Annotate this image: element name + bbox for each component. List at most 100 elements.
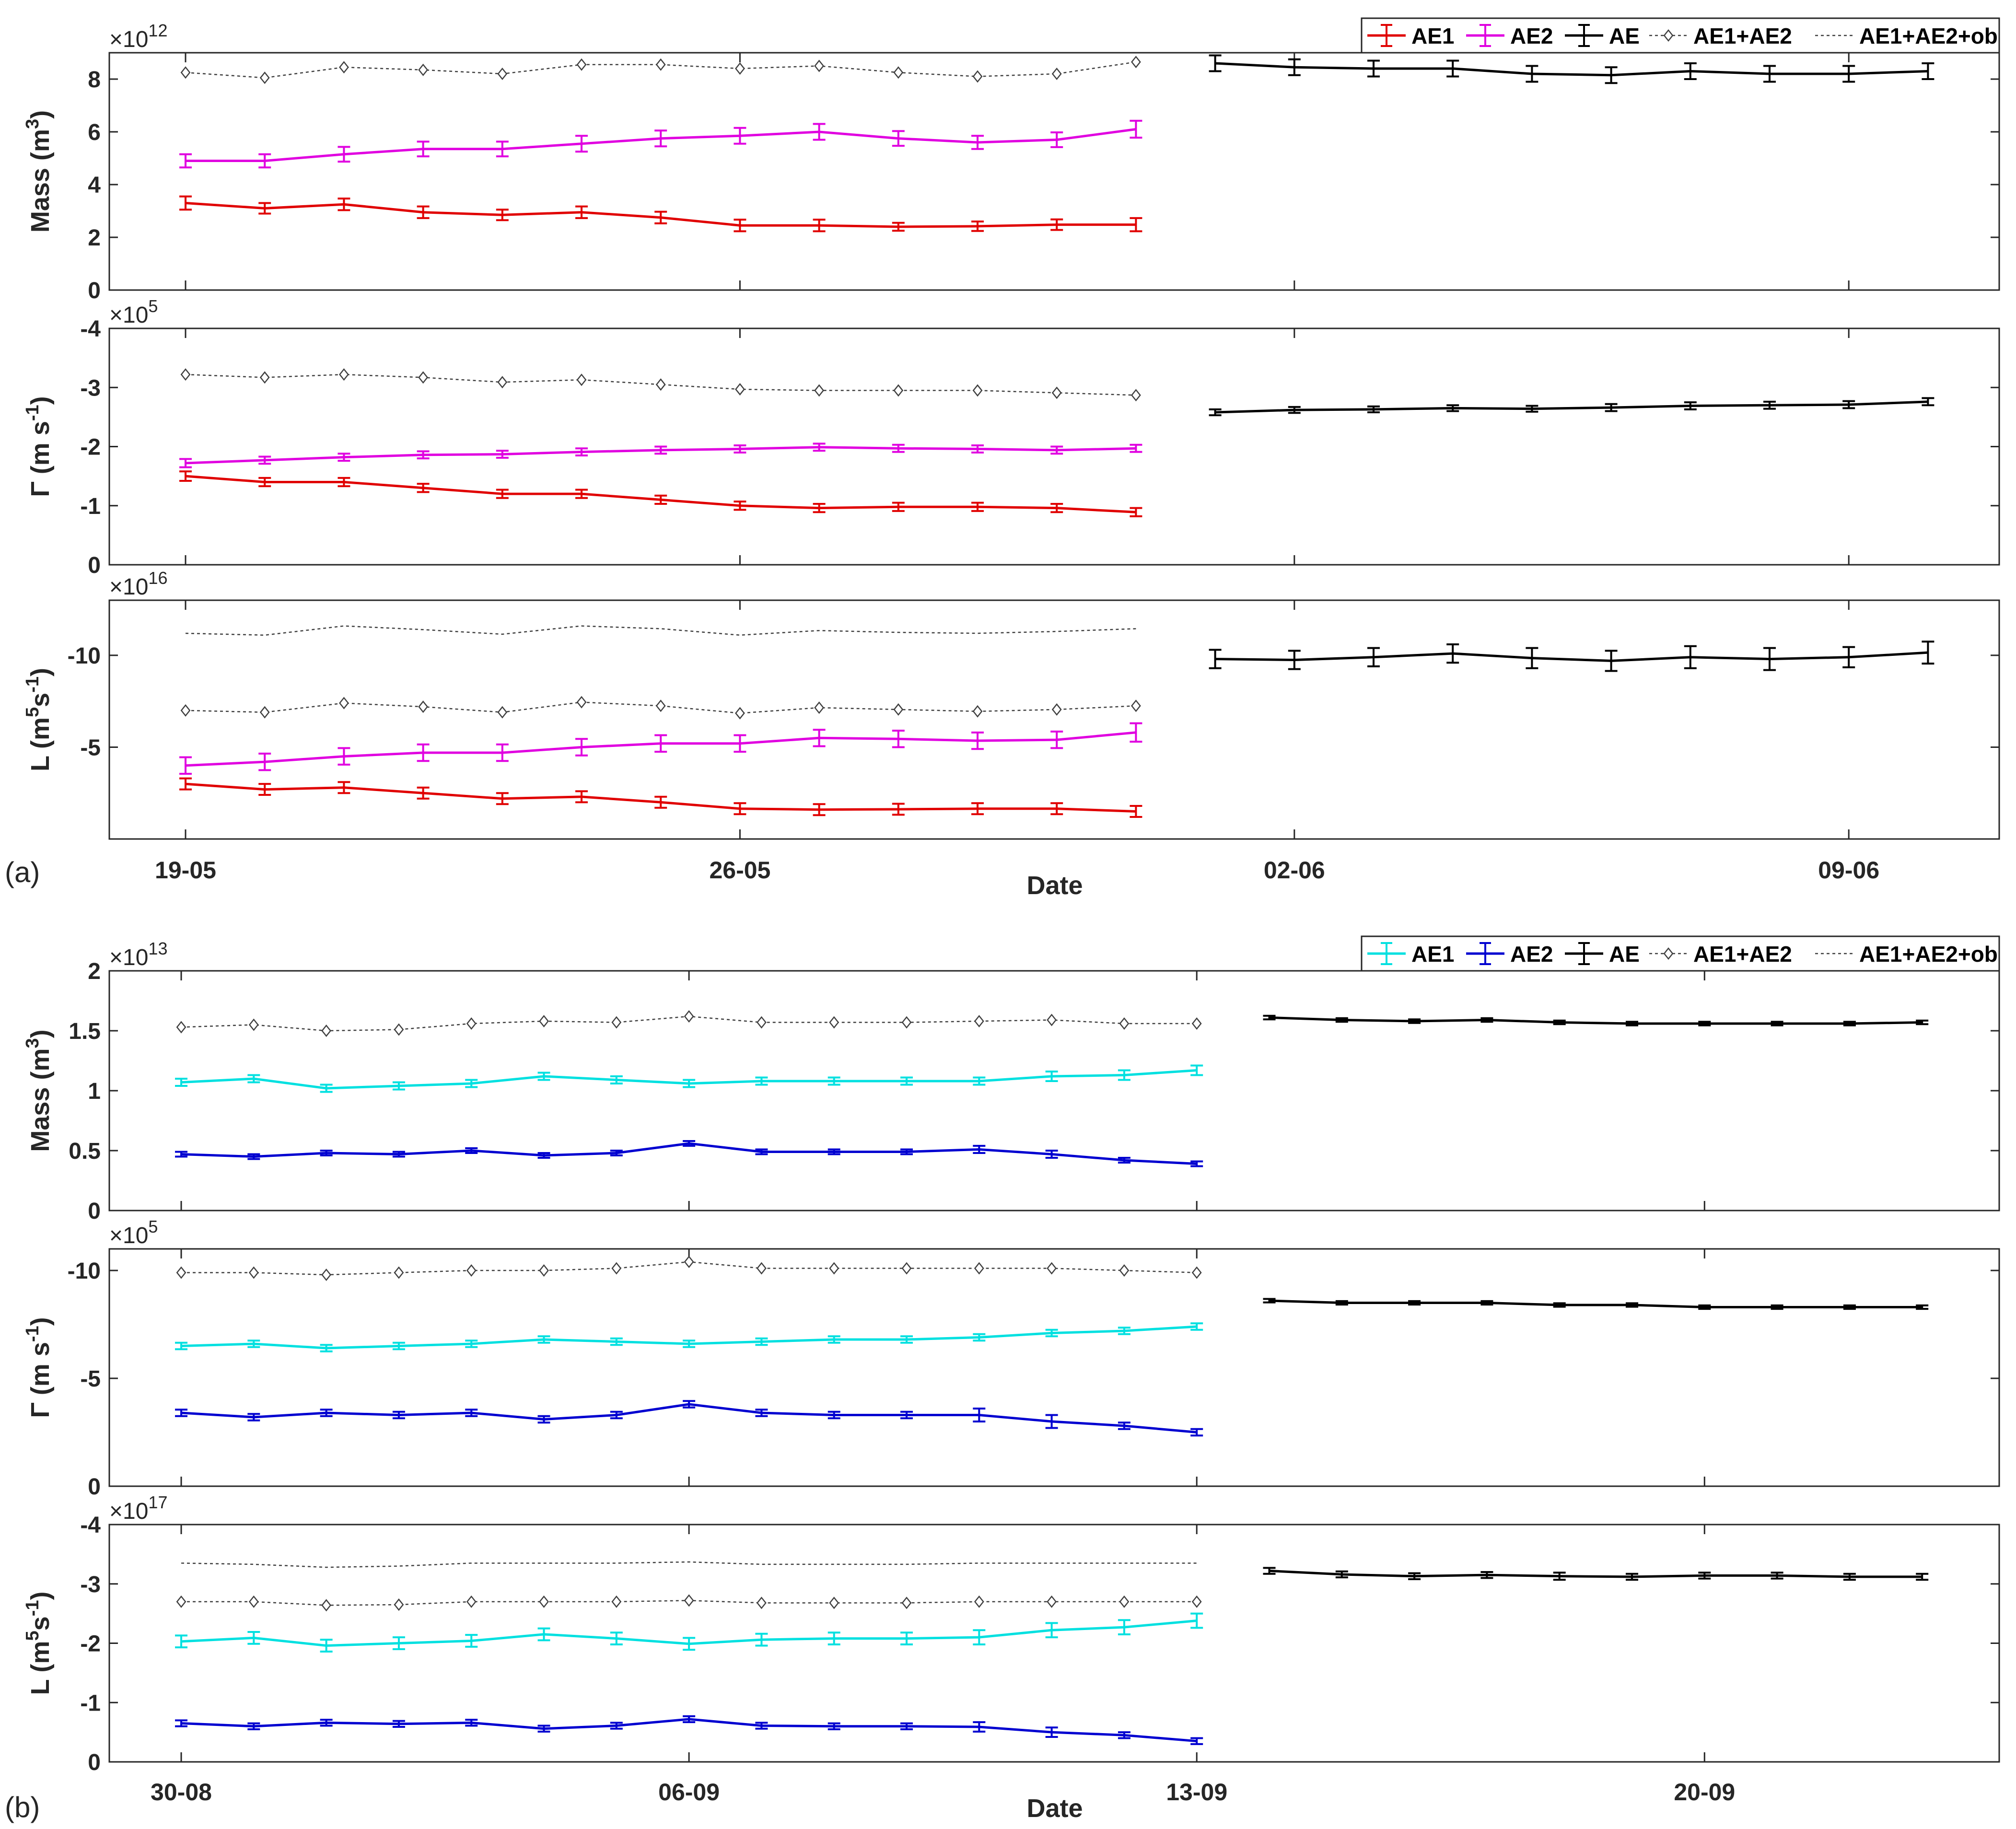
- error-bar: [1626, 1021, 1638, 1026]
- series-ae1-plus-ae2: [180, 56, 1141, 84]
- series-ae2: [175, 1400, 1203, 1437]
- y-tick-label: -10: [68, 1258, 101, 1284]
- error-bar: [813, 503, 826, 513]
- error-bar: [734, 734, 746, 753]
- error-bar: [175, 1151, 187, 1158]
- legend-swatch-marker: [1663, 29, 1674, 42]
- series-ae1-plus-ae2: [180, 696, 1141, 720]
- error-bar: [247, 1413, 260, 1421]
- error-bar: [1446, 643, 1459, 664]
- y-tick-label: 0: [88, 1199, 101, 1224]
- data-point-marker: [893, 66, 904, 79]
- data-point-marker: [248, 1266, 259, 1279]
- error-bar: [1684, 62, 1697, 80]
- legend-item: AE1+AE2+ob: [1815, 23, 1998, 48]
- error-bar: [258, 477, 271, 488]
- error-bar: [610, 1075, 623, 1084]
- error-bar: [179, 777, 192, 791]
- legend-label: AE1: [1411, 23, 1454, 48]
- data-point-marker: [338, 368, 349, 381]
- series-ae: [1263, 1298, 1929, 1310]
- data-point-marker: [394, 1598, 404, 1611]
- error-bar: [496, 792, 509, 805]
- error-bar: [1263, 1567, 1276, 1575]
- data-point-marker: [655, 699, 666, 712]
- y-axis-label: L (m5s-1): [23, 1592, 55, 1695]
- error-bar: [734, 219, 746, 233]
- series-ae1: [175, 1612, 1203, 1653]
- x-tick-label: 26-05: [709, 857, 770, 884]
- y-tick-label: 0: [88, 1750, 101, 1775]
- error-bar: [813, 123, 826, 141]
- error-bar: [892, 803, 905, 816]
- error-bar: [320, 1150, 333, 1156]
- error-bar: [537, 1152, 550, 1159]
- y-exponent-power: 16: [148, 568, 167, 588]
- error-bar: [1605, 403, 1618, 412]
- data-point-marker: [259, 371, 270, 384]
- error-bar: [179, 756, 192, 775]
- error-bar: [575, 205, 588, 219]
- data-point-marker: [576, 58, 587, 71]
- series-ae: [1209, 54, 1934, 84]
- error-bar: [1922, 397, 1934, 407]
- error-bar: [1771, 1304, 1783, 1310]
- error-bar: [892, 729, 905, 748]
- y-axis-label: Γ (m s-1): [23, 1317, 55, 1418]
- axes-box: [108, 599, 2000, 840]
- y-label-tail: ): [26, 668, 55, 676]
- data-point-marker: [1047, 1262, 1057, 1275]
- axes-box: [108, 52, 2000, 291]
- series-ae: [1209, 641, 1934, 672]
- data-point-marker: [814, 701, 825, 714]
- y-tick-label: 6: [88, 120, 101, 145]
- error-bar: [1480, 1300, 1493, 1306]
- data-point-marker: [497, 706, 508, 719]
- data-point-marker: [829, 1596, 839, 1609]
- data-point-marker: [734, 707, 745, 720]
- y-tick-label: 1: [88, 1079, 101, 1104]
- y-exponent-power: 5: [148, 296, 158, 316]
- series-ae: [1263, 1567, 1929, 1581]
- y-axis-label: Mass (m3): [23, 110, 55, 233]
- error-bar: [900, 1410, 913, 1420]
- data-point-marker: [893, 703, 904, 716]
- data-point-marker: [466, 1017, 477, 1030]
- y-exponent-power: 5: [148, 1217, 158, 1236]
- error-bar: [1367, 59, 1380, 78]
- data-point-marker: [611, 1016, 622, 1029]
- data-point-marker: [394, 1266, 404, 1279]
- error-bar: [1526, 405, 1538, 413]
- error-bar: [392, 1720, 405, 1728]
- error-bar: [1408, 1300, 1421, 1306]
- legend-item: AE: [1565, 23, 1640, 48]
- y-label-tail: ): [26, 396, 55, 405]
- error-bar: [973, 1076, 986, 1086]
- error-bar: [1045, 1726, 1058, 1738]
- x-tick-label: 13-09: [1166, 1779, 1227, 1806]
- error-bar: [496, 743, 509, 762]
- series-line: [1269, 1299, 1923, 1308]
- data-point-marker: [611, 1262, 622, 1275]
- legend: AE1 AE2 AE AE1+AE2 AE1+AE2+ob: [1361, 17, 2000, 54]
- data-point-marker: [338, 61, 349, 74]
- error-bar: [1698, 1021, 1711, 1026]
- error-bar: [1190, 1322, 1203, 1331]
- data-point-marker: [1130, 389, 1141, 402]
- error-bar: [683, 1340, 696, 1348]
- error-bar: [392, 1410, 405, 1420]
- error-bar: [1045, 1071, 1058, 1082]
- error-bar: [971, 501, 984, 512]
- error-bar: [1446, 59, 1459, 78]
- series-ae1: [175, 1322, 1203, 1352]
- legend-item: AE2: [1466, 23, 1553, 48]
- error-bar: [247, 1153, 260, 1160]
- error-bar: [654, 494, 667, 505]
- error-bar: [610, 1337, 623, 1346]
- error-bar: [179, 153, 192, 169]
